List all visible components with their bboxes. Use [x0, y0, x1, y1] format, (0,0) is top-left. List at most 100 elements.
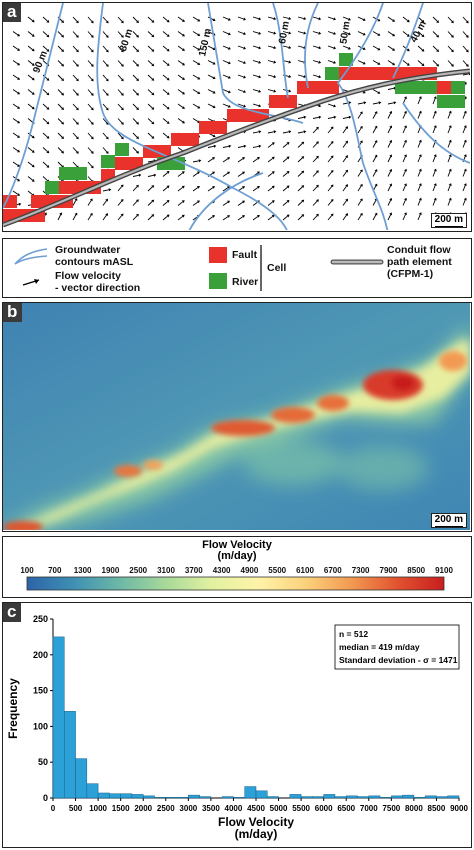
flow-vector	[342, 156, 347, 163]
flow-vector	[207, 45, 214, 50]
fault-cell	[115, 157, 129, 170]
flow-vector	[282, 31, 289, 34]
flow-vector	[72, 103, 78, 109]
flow-vector	[282, 186, 288, 192]
flow-vector	[87, 176, 93, 182]
groundwater-contours	[3, 3, 470, 230]
flow-vector	[12, 74, 19, 79]
fault-cell	[269, 95, 283, 108]
legend-groundwater-label: Groundwater contours mASL	[55, 244, 134, 268]
flow-vector	[72, 161, 78, 167]
flow-vector	[207, 74, 214, 79]
flow-vector	[27, 190, 33, 196]
flow-vector	[267, 143, 274, 148]
flow-vector	[177, 74, 184, 79]
histogram-bar	[64, 711, 76, 799]
flow-vector	[327, 186, 333, 192]
flow-vector	[342, 45, 349, 49]
flow-vector	[57, 31, 63, 37]
x-tick-label: 6000	[315, 804, 333, 813]
flow-vector	[102, 214, 107, 221]
flow-vector	[27, 45, 33, 51]
flow-vector	[192, 89, 199, 93]
flow-vector	[177, 103, 184, 108]
flow-vector	[162, 132, 168, 138]
stats-text: n = 512	[339, 629, 368, 639]
flow-vector	[387, 31, 394, 36]
colorbar-tick-label: 4900	[241, 566, 259, 575]
flow-vector	[117, 200, 123, 206]
flow-vector	[402, 199, 406, 206]
contour-line	[392, 3, 424, 79]
flow-vector	[252, 103, 259, 107]
flow-vector	[297, 103, 304, 106]
flow-vector	[162, 103, 168, 109]
flow-vector	[372, 31, 379, 35]
flow-vector	[327, 60, 334, 63]
flow-vector	[87, 74, 93, 80]
x-tick-label: 7000	[360, 804, 378, 813]
flow-vector	[207, 216, 214, 221]
x-tick-label: 1500	[112, 804, 130, 813]
histogram-bar	[244, 786, 257, 799]
panel-b-label: b	[3, 303, 23, 322]
colorbar-tick-label: 3700	[185, 566, 203, 575]
flow-vector	[237, 45, 244, 49]
histogram-bar	[233, 797, 245, 799]
flow-vector	[417, 45, 423, 51]
flow-vector	[462, 127, 466, 134]
histogram-bar	[289, 794, 302, 799]
flow-vector	[342, 185, 347, 192]
river-cell	[73, 167, 87, 180]
flow-vector	[432, 170, 436, 177]
flow-vector	[297, 45, 304, 48]
flow-vector	[357, 127, 362, 134]
flow-vector	[372, 127, 377, 134]
histogram-bar	[221, 796, 234, 799]
flow-vector	[387, 127, 392, 134]
flow-vector	[102, 147, 108, 153]
flow-vector	[297, 201, 303, 206]
panel-a-map: a 90 m 80 m 150 m 60 m 50 m 40 m 200 m	[2, 2, 472, 232]
flow-vector	[462, 141, 466, 148]
legend-cell-label: Cell	[267, 262, 287, 274]
flow-vector	[12, 132, 19, 137]
fault-cell	[3, 195, 17, 208]
flow-vector	[297, 172, 303, 177]
fault-cell	[59, 181, 73, 194]
flow-vector	[192, 118, 199, 122]
contour-line	[304, 3, 319, 89]
flow-vector	[252, 89, 259, 92]
flow-vector	[342, 200, 347, 206]
x-tick-label: 7500	[382, 804, 400, 813]
contour-legend-icon	[14, 248, 48, 265]
flow-vector	[12, 31, 19, 36]
river-cell	[451, 95, 465, 108]
flow-vector	[327, 157, 333, 163]
flow-vector	[177, 118, 184, 123]
colorbar-tick-label: 6700	[324, 566, 342, 575]
flow-vector	[147, 118, 153, 123]
colorbar-tick-label: 100	[20, 566, 34, 575]
x-tick-label: 6500	[337, 804, 355, 813]
flow-vector	[147, 201, 153, 206]
flow-vector	[402, 16, 409, 22]
histogram-bar	[334, 796, 347, 799]
river-cell	[45, 181, 59, 194]
flow-vector	[162, 89, 168, 94]
flow-vector	[192, 45, 199, 50]
flow-vector	[297, 186, 303, 192]
flow-vector	[357, 102, 364, 105]
y-axis-label: Frequency	[6, 678, 20, 739]
flow-vector	[132, 103, 138, 109]
colorbar-scale: 100 700 1300 1900 2500 3100 3700 4300 4900 5500 61…	[20, 566, 453, 591]
flow-vector	[117, 31, 123, 37]
river-cell	[59, 167, 73, 180]
flow-vector	[147, 215, 153, 221]
flow-vector	[207, 60, 214, 64]
flow-vector	[147, 45, 153, 51]
flow-vector	[357, 113, 362, 119]
flow-vector	[297, 116, 304, 119]
flow-vector	[432, 16, 438, 22]
fault-cell	[395, 67, 409, 80]
